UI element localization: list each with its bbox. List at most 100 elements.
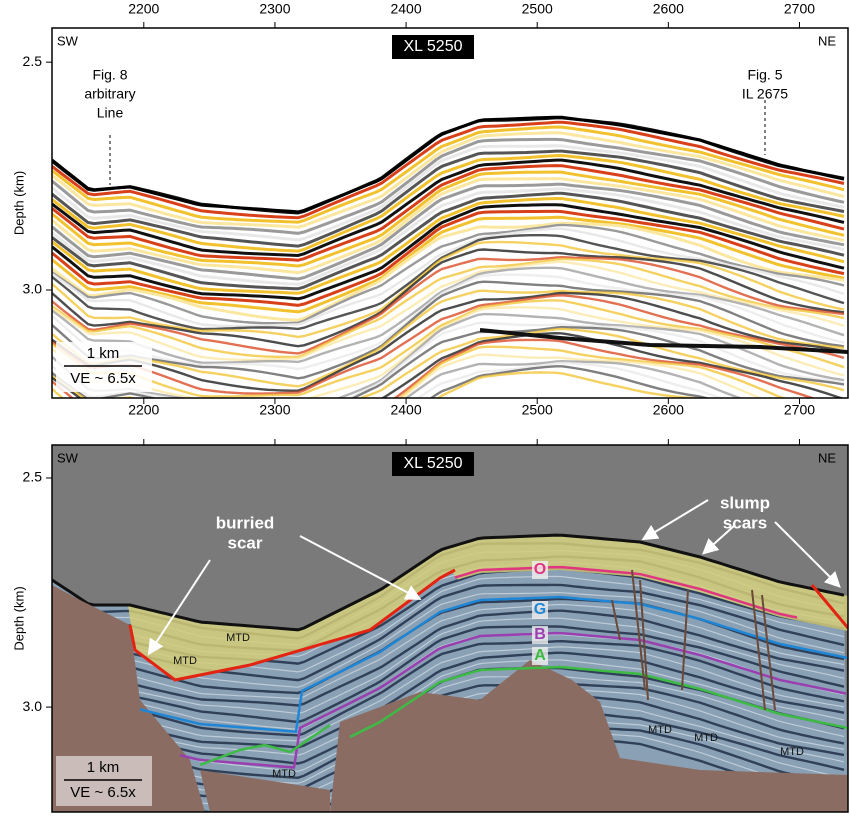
arrow (641, 499, 709, 541)
y-tick-label: 2.5 (23, 469, 43, 485)
x-tick-label: 2600 (653, 1, 684, 17)
reflector (52, 345, 788, 398)
horizon-label: B (534, 626, 546, 643)
reflector (52, 327, 845, 398)
reflector (52, 137, 845, 235)
reflector (52, 187, 845, 286)
horizon-label: A (534, 647, 546, 664)
reflector (415, 361, 726, 398)
reflector (52, 651, 845, 749)
scar (810, 584, 848, 629)
y-tick-label: 3.0 (23, 281, 43, 297)
fault (631, 569, 646, 691)
horizon (179, 631, 847, 769)
basement (52, 585, 205, 812)
scar (128, 568, 456, 682)
reflector (52, 646, 845, 742)
reflector (52, 312, 845, 398)
reflector (52, 144, 845, 242)
x-tick-label: 2700 (784, 402, 815, 418)
reflector (52, 125, 845, 224)
reflector (52, 625, 845, 724)
annotation: arbitrary (84, 86, 135, 102)
reflector (52, 158, 845, 258)
reflector (52, 240, 845, 339)
horizon-label-box (532, 647, 548, 665)
reflector (52, 289, 845, 388)
x-tick-label: 2300 (259, 402, 290, 418)
seafloor (52, 115, 845, 214)
scale-label: 1 km (87, 345, 120, 362)
fault (611, 599, 621, 641)
annotation: scars (723, 513, 767, 532)
seismic-panel-bottom (52, 445, 848, 812)
reflector (52, 221, 845, 322)
reflector (429, 365, 712, 398)
overlay: O GBA MTD MTD MTD MTD MTD MTD 2.5 3.0 Depth (km) XL… (11, 1, 849, 813)
annotation: Line (97, 105, 124, 121)
reflector (52, 164, 845, 262)
x-tick-label: 2200 (128, 1, 159, 17)
reflector (52, 609, 845, 707)
reflector (52, 209, 845, 307)
title-box (392, 35, 474, 59)
horizon (454, 565, 798, 619)
reflector (52, 255, 845, 355)
annotation: burried (216, 513, 275, 532)
reflector (52, 353, 764, 398)
y-axis-label: Depth (km) (11, 171, 26, 235)
reflector (52, 634, 845, 730)
basement (330, 660, 848, 812)
horizon-label: O (534, 561, 546, 578)
x-tick-label: 2600 (653, 402, 684, 418)
reflector (52, 299, 845, 398)
direction-label: SW (57, 33, 79, 48)
y-tick-label: 3.0 (23, 698, 43, 714)
x-tick-label: 2700 (784, 1, 815, 17)
direction-label: NE (818, 33, 836, 48)
scale-box (56, 756, 152, 806)
reflector (52, 223, 845, 325)
arrow (147, 559, 211, 656)
seismic-panel-top (52, 28, 848, 398)
horizon-label-box (532, 561, 548, 579)
scale-box (56, 342, 152, 392)
deposit-label: MTD (780, 746, 804, 758)
reflector (52, 294, 845, 395)
background (52, 28, 848, 398)
scale-label: 1 km (87, 759, 120, 776)
mtd-zone (80, 535, 848, 680)
direction-label: NE (818, 450, 836, 465)
x-tick-label: 2500 (522, 1, 553, 17)
panel-title: XL 5250 (403, 38, 462, 55)
reflector (52, 659, 845, 756)
y-tick-label: 2.5 (23, 53, 43, 69)
reflector (436, 371, 703, 398)
arrow (702, 524, 736, 555)
reflector (52, 177, 845, 275)
reflector (52, 603, 845, 700)
reflector (52, 170, 845, 268)
reflector (52, 215, 845, 314)
horizon (139, 595, 848, 734)
reflector (52, 260, 845, 362)
reflector (52, 203, 845, 301)
annotation: Fig. 5 (747, 67, 782, 83)
direction-label: SW (57, 450, 79, 465)
panel-title: XL 5250 (403, 455, 462, 472)
reflector (52, 280, 845, 380)
reflector (52, 248, 845, 348)
deposit-label: MTD (226, 632, 250, 644)
title-box (392, 452, 474, 476)
deposit-label: MTD (272, 768, 296, 780)
reflector (52, 325, 845, 398)
reflector (52, 331, 845, 398)
reflector (52, 227, 845, 328)
arrow (774, 521, 841, 588)
reflector (52, 266, 845, 364)
seafloor (52, 533, 845, 632)
annotation: IL 2675 (742, 86, 788, 102)
horizon-label: G (534, 601, 546, 618)
reflector (52, 153, 845, 253)
